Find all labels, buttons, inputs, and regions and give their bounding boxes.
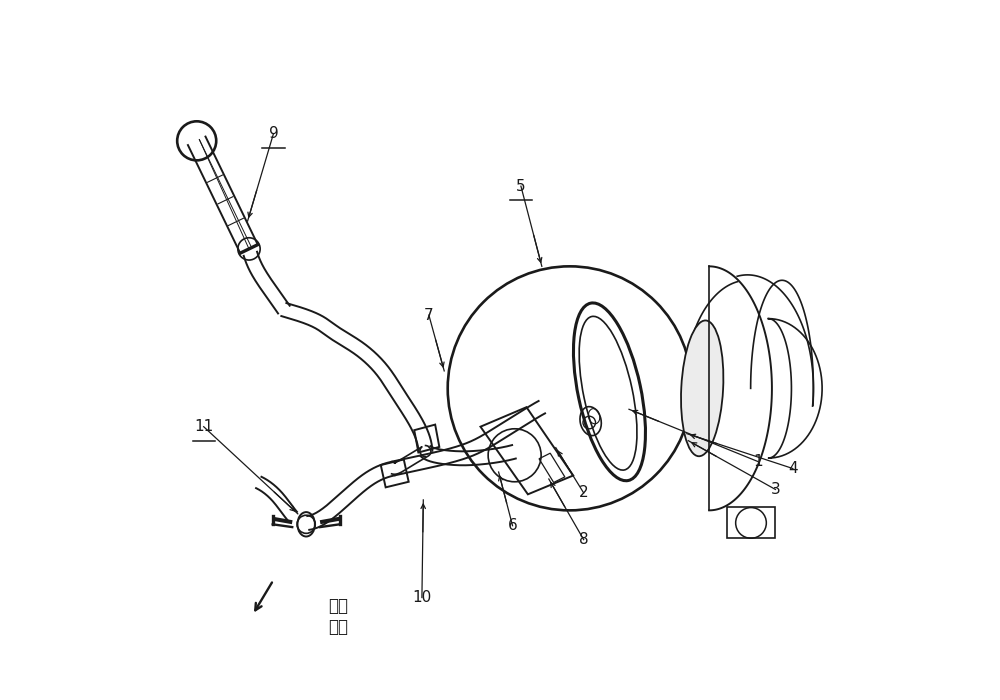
- Text: 10: 10: [412, 590, 432, 605]
- Ellipse shape: [681, 321, 723, 456]
- Text: 11: 11: [194, 419, 213, 434]
- Text: 4: 4: [788, 461, 798, 476]
- Text: 2: 2: [579, 485, 588, 500]
- Text: 5: 5: [516, 178, 526, 194]
- Text: 排气
方向: 排气 方向: [328, 597, 348, 636]
- Text: 9: 9: [269, 127, 278, 141]
- Text: 7: 7: [424, 307, 434, 323]
- Text: 8: 8: [579, 532, 588, 547]
- Text: 6: 6: [508, 518, 517, 533]
- Text: 3: 3: [771, 482, 780, 497]
- Text: 1: 1: [753, 454, 763, 469]
